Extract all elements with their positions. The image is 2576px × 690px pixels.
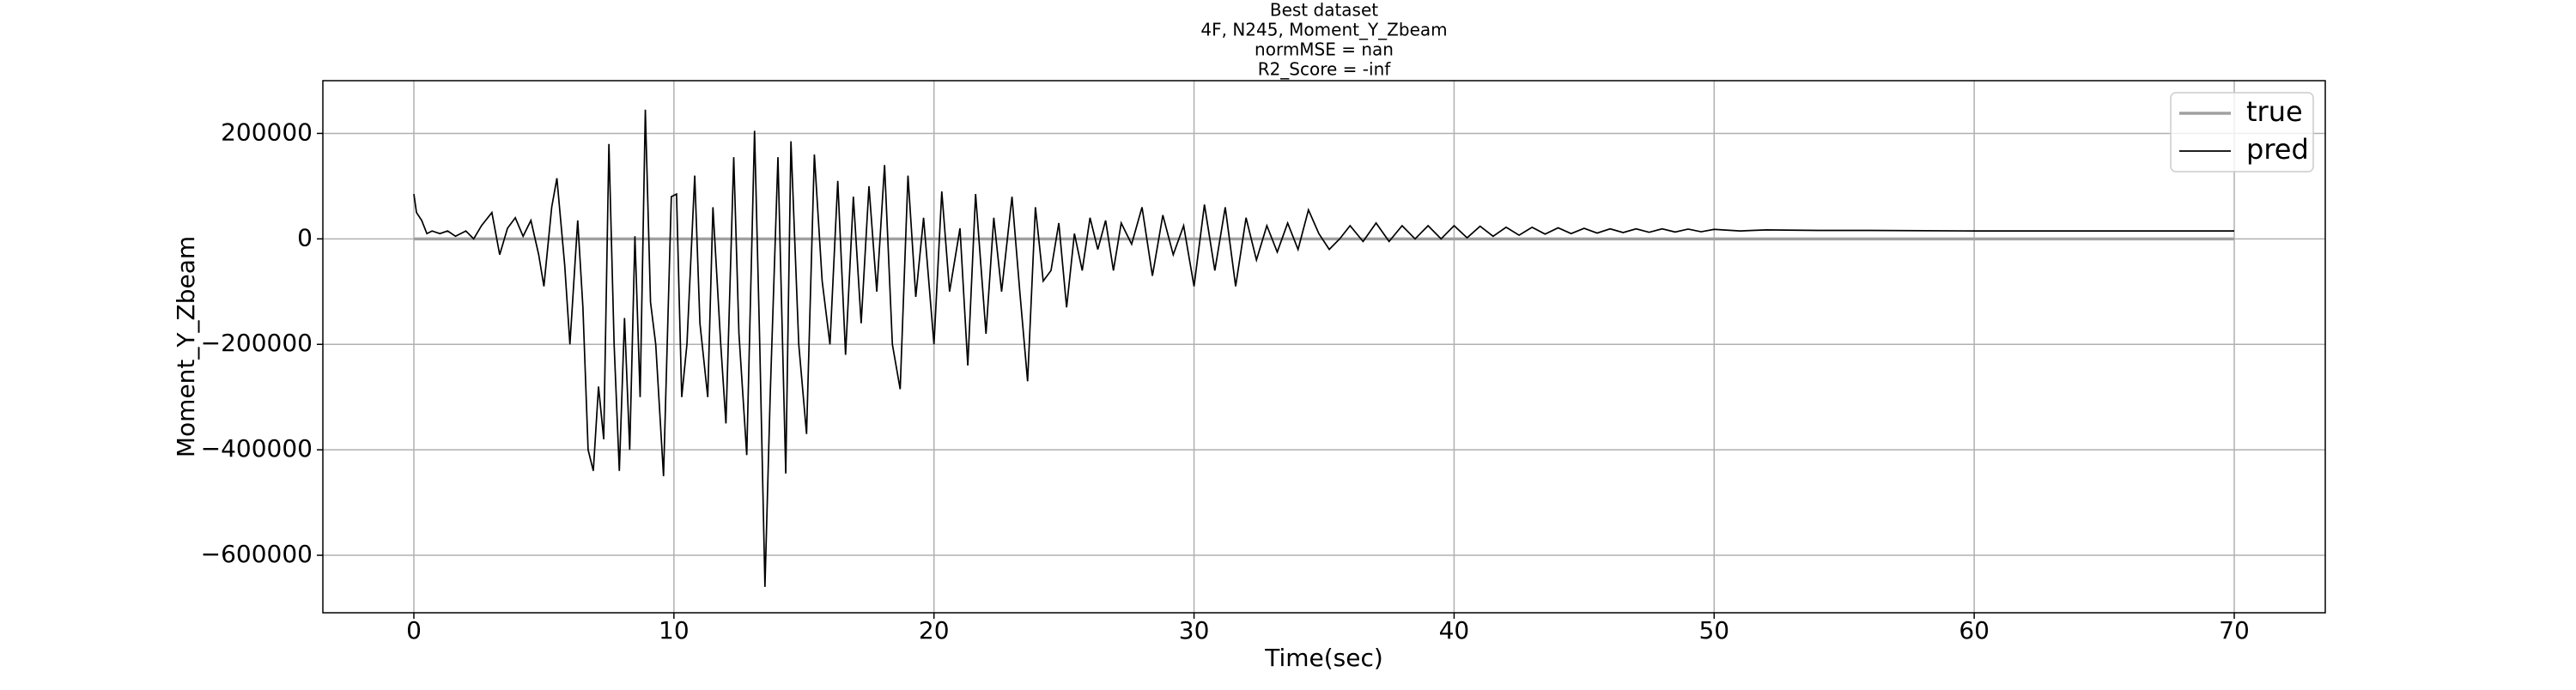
y-tick-label: 200000 <box>221 118 313 146</box>
chart-title: R2_Score = -inf <box>1258 59 1392 80</box>
y-tick-label: −400000 <box>201 434 313 463</box>
x-tick-label: 70 <box>2219 616 2250 645</box>
legend-label: pred <box>2246 133 2309 166</box>
y-tick-label: −600000 <box>201 540 313 568</box>
line-pred <box>413 109 2234 587</box>
x-tick-label: 0 <box>406 616 422 645</box>
plot-frame <box>322 80 2326 614</box>
x-tick-label: 20 <box>919 616 950 645</box>
y-axis-label: Moment_Y_Zbeam <box>172 236 200 457</box>
x-tick-label: 40 <box>1439 616 1470 645</box>
x-tick-label: 30 <box>1179 616 1210 645</box>
x-tick-label: 60 <box>1959 616 1990 645</box>
chart-title: Best dataset <box>1270 0 1378 21</box>
y-tick-label: 0 <box>297 223 313 251</box>
chart-title: normMSE = nan <box>1255 39 1394 60</box>
x-tick-label: 10 <box>659 616 690 645</box>
y-tick-label: −200000 <box>201 329 313 357</box>
x-axis-label: Time(sec) <box>1264 644 1383 672</box>
chart-title: 4F, N245, Moment_Y_Zbeam <box>1200 20 1447 40</box>
legend-label: true <box>2246 95 2303 128</box>
x-tick-label: 50 <box>1698 616 1729 645</box>
